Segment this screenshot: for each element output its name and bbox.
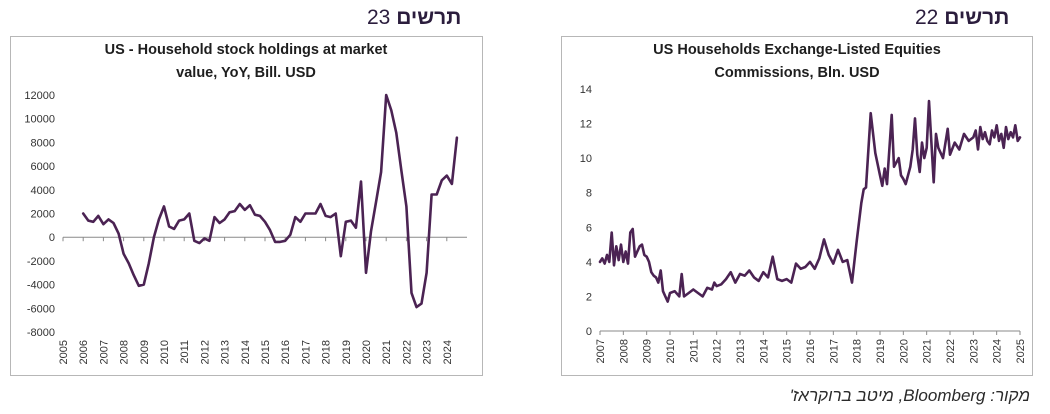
left-figure-label: תרשים [396,6,462,29]
y-tick-label: 0 [49,232,55,244]
x-tick-label: 2019 [341,340,353,364]
y-tick-label: 2 [586,291,592,303]
y-tick-label: 2000 [31,209,55,221]
x-tick-label: 2008 [119,340,131,364]
x-tick-label: 2010 [665,339,677,363]
chart-title-line: Commissions, Bln. USD [714,65,879,81]
x-tick-label: 2022 [945,339,957,363]
left-chart: US - Household stock holdings at market v… [24,42,467,364]
x-tick-label: 2024 [442,340,454,364]
y-tick-label: 6000 [31,161,55,173]
x-tick-label: 2016 [280,340,292,364]
x-tick-label: 2023 [968,339,980,363]
y-tick-label: -2000 [27,256,55,268]
right-chart: US Households Exchange-Listed Equities Co… [580,42,1027,363]
x-tick-label: 2013 [220,340,232,364]
x-tick-label: 2007 [595,339,607,363]
y-tick-label: 4 [586,257,592,269]
x-tick-label: 2009 [139,340,151,364]
y-tick-label: 12000 [24,90,55,102]
x-tick-label: 2015 [782,339,794,363]
x-tick-label: 2011 [688,339,700,363]
y-tick-label: -4000 [27,280,55,292]
y-tick-label: 8000 [31,137,55,149]
x-tick-label: 2017 [300,340,312,364]
chart-title-line: US - Household stock holdings at market [105,42,388,58]
x-tick-label: 2022 [401,340,413,364]
chart-title-line: US Households Exchange-Listed Equities [653,42,941,58]
right-figure-label: תרשים [944,6,1010,29]
y-tick-label: -8000 [27,327,55,339]
y-tick-label: 10 [580,153,592,165]
right-chart-panel: US Households Exchange-Listed Equities Co… [561,36,1033,376]
y-tick-label: 14 [580,84,592,96]
x-tick-label: 2017 [828,339,840,363]
y-tick-label: 8 [586,188,592,200]
y-tick-label: 10000 [24,114,55,126]
x-tick-label: 2005 [58,340,70,364]
x-tick-label: 2009 [642,339,654,363]
left-figure-heading: תרשים 23 [367,6,461,30]
x-tick-label: 2006 [78,340,90,364]
y-tick-label: 6 [586,222,592,234]
x-tick-label: 2014 [758,339,770,363]
x-tick-label: 2008 [618,339,630,363]
y-tick-label: 12 [580,119,592,131]
x-tick-label: 2016 [805,339,817,363]
series-line [81,93,459,309]
x-tick-label: 2024 [992,339,1004,363]
y-tick-label: 4000 [31,185,55,197]
x-tick-label: 2018 [321,340,333,364]
x-tick-label: 2021 [381,340,393,364]
x-tick-label: 2010 [159,340,171,364]
x-tick-label: 2012 [199,340,211,364]
x-tick-label: 2020 [898,339,910,363]
x-tick-label: 2020 [361,340,373,364]
source-note: מקור: Bloomberg, מיטב ברוקראז' [789,386,1030,405]
x-tick-label: 2012 [712,339,724,363]
x-tick-label: 2023 [422,340,434,364]
y-tick-label: -6000 [27,303,55,315]
right-figure-heading: תרשים 22 [915,6,1009,30]
x-tick-label: 2021 [922,339,934,363]
x-tick-label: 2019 [875,339,887,363]
right-figure-number: 22 [915,6,939,29]
x-tick-label: 2018 [852,339,864,363]
series-line [598,99,1022,303]
x-tick-label: 2013 [735,339,747,363]
x-tick-label: 2015 [260,340,272,364]
left-figure-number: 23 [367,6,391,29]
x-tick-label: 2025 [1015,339,1027,363]
chart-title-line: value, YoY, Bill. USD [176,65,316,81]
x-tick-label: 2014 [240,340,252,364]
x-tick-label: 2007 [98,340,110,364]
y-tick-label: 0 [586,326,592,338]
left-chart-panel: US - Household stock holdings at market v… [10,36,483,376]
x-tick-label: 2011 [179,340,191,364]
